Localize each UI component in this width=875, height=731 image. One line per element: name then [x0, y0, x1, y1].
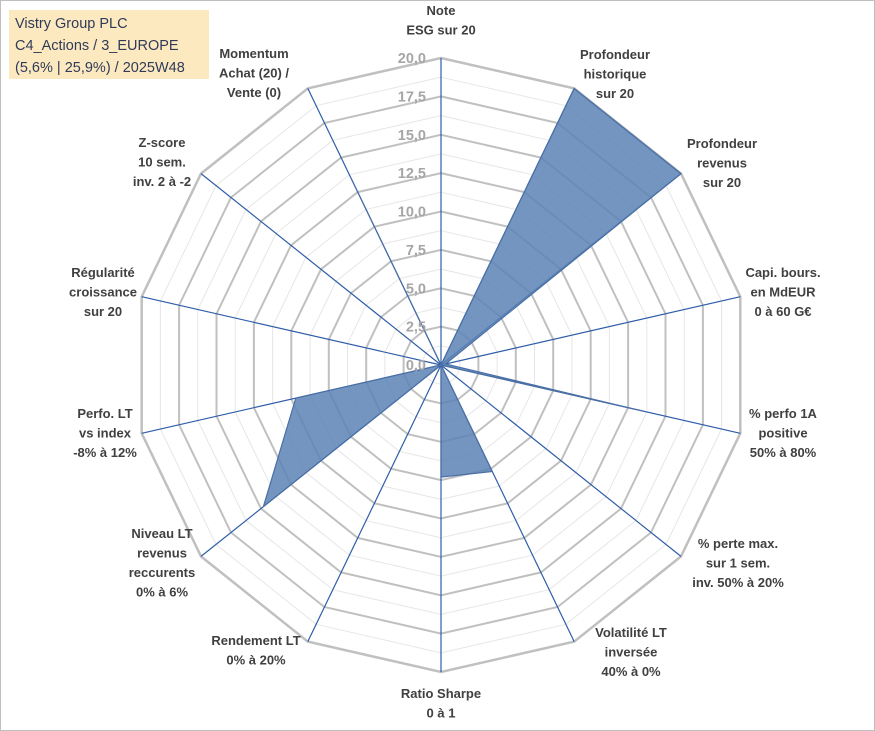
axis-label: Note ESG sur 20: [406, 3, 475, 38]
tick-label: 20,0: [398, 51, 426, 67]
axis-label-line: vs index: [79, 426, 132, 441]
axis-label-line: 50% à 80%: [750, 445, 817, 460]
tick-label: 17,5: [398, 89, 426, 105]
axis-label-line: Régularité: [71, 265, 135, 280]
axis-label-line: Volatilité LT: [595, 625, 667, 640]
axis-label-line: revenus: [697, 156, 747, 171]
axis-label-line: en MdEUR: [751, 285, 817, 300]
axis-label-line: -8% à 12%: [73, 445, 137, 460]
axis-label-line: Z-score: [139, 135, 186, 150]
data-series-area: [262, 87, 682, 509]
axis-label-line: 0 à 60 G€: [754, 304, 811, 319]
axis-label-line: Profondeur: [687, 136, 757, 151]
axis-label-line: Momentum: [219, 46, 288, 61]
axis-label: Profondeur revenus sur 20: [687, 136, 757, 190]
axis-label: Perfo. LT vs index -8% à 12%: [73, 406, 137, 460]
tick-label: 5,0: [406, 281, 426, 297]
axis-spoke: [440, 364, 682, 557]
axis-label-line: % perfo 1A: [749, 406, 818, 421]
axis-label-line: Ratio Sharpe: [401, 686, 481, 701]
axis-label-line: Rendement LT: [211, 633, 300, 648]
axis-label-line: 0 à 1: [427, 706, 456, 721]
axis-label: Volatilité LT inversée 40% à 0%: [595, 625, 667, 679]
axis-label-line: ESG sur 20: [406, 23, 475, 38]
axis-label: Ratio Sharpe 0 à 1: [401, 686, 481, 721]
axis-label: Z-score 10 sem. inv. 2 à -2: [133, 135, 191, 189]
tick-label: 10,0: [398, 205, 426, 221]
axis-label-line: sur 20: [703, 175, 741, 190]
axis-label-line: Vente (0): [227, 85, 281, 100]
axis-label-line: Niveau LT: [131, 526, 192, 541]
axis-label: Rendement LT 0% à 20%: [211, 633, 300, 668]
axis-label-line: sur 1 sem.: [706, 556, 770, 571]
axis-label-line: % perte max.: [698, 536, 778, 551]
axis-label-line: inversée: [605, 645, 658, 660]
axis-label-line: positive: [758, 426, 807, 441]
axis-label: Niveau LT revenus reccurents 0% à 6%: [129, 526, 195, 600]
axis-label-line: Profondeur: [580, 47, 650, 62]
axis-label-line: inv. 2 à -2: [133, 174, 191, 189]
tick-label: 0,0: [406, 358, 426, 374]
axis-label-line: Note: [427, 3, 456, 18]
axis-label-line: Achat (20) /: [219, 66, 289, 81]
axis-label-line: Perfo. LT: [77, 406, 132, 421]
axis-label-line: inv. 50% à 20%: [692, 575, 784, 590]
tick-label: 15,0: [398, 128, 426, 144]
axis-label: Profondeur historique sur 20: [580, 47, 650, 101]
axis-label-line: revenus: [137, 546, 187, 561]
axis-label-line: Capi. bours.: [745, 265, 820, 280]
axis-spoke: [200, 173, 442, 366]
performance-summary: (5,6% | 25,9%) / 2025W48: [15, 60, 185, 76]
axis-label: Régularité croissance sur 20: [69, 265, 137, 319]
axis-label-line: 40% à 0%: [601, 664, 661, 679]
axis-label: Capi. bours. en MdEUR 0 à 60 G€: [745, 265, 820, 319]
axis-spoke: [307, 364, 442, 642]
company-name: Vistry Group PLC: [15, 16, 128, 32]
tick-label: 7,5: [406, 243, 426, 259]
tick-label: 12,5: [398, 166, 426, 182]
axis-label-line: croissance: [69, 285, 137, 300]
axis-label: Momentum Achat (20) / Vente (0): [219, 46, 289, 100]
axis-label-line: reccurents: [129, 565, 195, 580]
portfolio-path: C4_Actions / 3_EUROPE: [15, 38, 179, 54]
axis-label: % perte max. sur 1 sem. inv. 50% à 20%: [692, 536, 784, 590]
axis-label: % perfo 1A positive 50% à 80%: [749, 406, 818, 460]
axis-label-line: 0% à 20%: [226, 653, 286, 668]
axis-label-line: sur 20: [84, 304, 122, 319]
axis-spoke: [141, 296, 442, 366]
axis-spoke: [440, 296, 741, 366]
axis-label-line: sur 20: [596, 86, 634, 101]
axis-label-line: 10 sem.: [138, 155, 186, 170]
chart-title-box: Vistry Group PLC C4_Actions / 3_EUROPE (…: [9, 10, 209, 79]
tick-label: 2,5: [406, 320, 426, 336]
axis-label-line: 0% à 6%: [136, 585, 188, 600]
axis-label-line: historique: [584, 67, 647, 82]
